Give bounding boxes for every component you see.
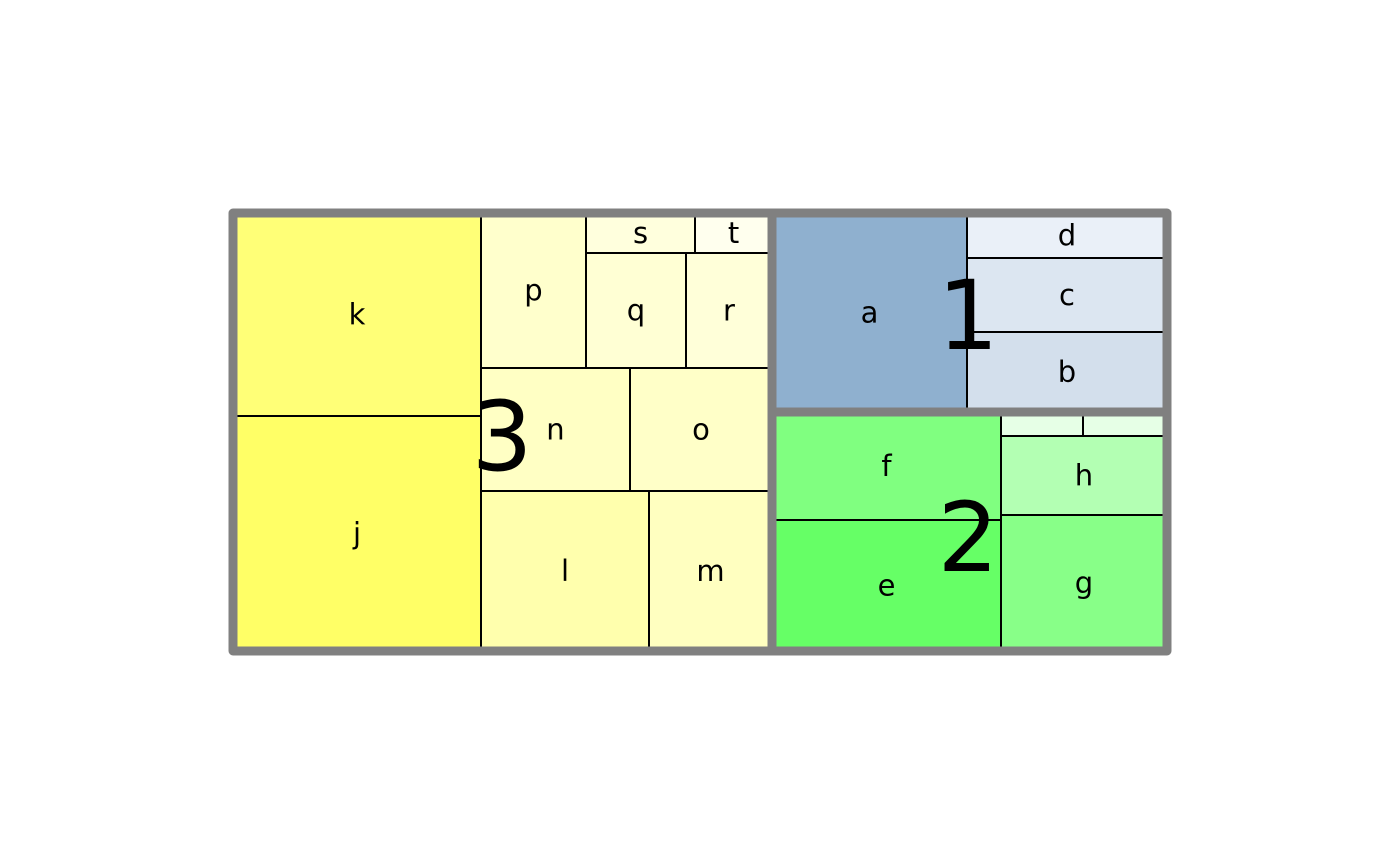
treemap-leaf-q — [585, 252, 687, 369]
treemap-group-borders — [228, 208, 1172, 656]
treemap-group-labels: 3 1 2 — [471, 260, 998, 594]
treemap-group-border-2 — [767, 407, 1172, 656]
treemap-leaf-label-d: d — [1058, 219, 1076, 253]
treemap-leaf-label-r: r — [723, 294, 735, 328]
treemap-leaf-label-q: q — [627, 294, 645, 328]
treemap-leaf-j — [232, 415, 482, 652]
treemap-leaf-c — [966, 257, 1168, 333]
treemap-leaf-label-p: p — [524, 274, 542, 308]
treemap-leaf-g — [1000, 514, 1168, 652]
treemap-group-label-2: 2 — [937, 482, 998, 594]
treemap-leaf-label-h: h — [1075, 459, 1093, 493]
treemap-leaf-label-n: n — [546, 413, 564, 447]
treemap-leaf-k — [232, 212, 482, 417]
treemap-leaf-a — [771, 212, 968, 413]
treemap-leaf-label-j: j — [352, 517, 361, 551]
treemap-leaf-e — [771, 519, 1002, 652]
treemap-leaf-label-t: t — [728, 216, 739, 250]
treemap-group-label-1: 1 — [937, 260, 998, 372]
treemap-leaf-label-b: b — [1058, 355, 1076, 389]
treemap-leaf-label-o: o — [692, 413, 710, 447]
treemap-leaf-label-a: a — [861, 296, 879, 330]
treemap-leaf-label-m: m — [696, 554, 724, 588]
treemap-leaf-n — [480, 367, 631, 492]
treemap-leaf-label-c: c — [1059, 278, 1075, 312]
treemap-leaf-label-k: k — [349, 298, 366, 332]
treemap-leaf-label-e: e — [878, 569, 896, 603]
treemap-leaf-label-f: f — [881, 449, 892, 483]
treemap-leaf-label-s: s — [633, 216, 648, 250]
treemap-group-label-3: 3 — [471, 381, 532, 493]
treemap-leaf-label-l: l — [561, 554, 569, 588]
treemap-leaf-label-g: g — [1075, 566, 1093, 600]
treemap-leaves: k j p s t q r n o l m a dc b f e h g — [232, 212, 1168, 652]
treemap-leaf-h — [1000, 435, 1168, 516]
treemap-leaf-l — [480, 490, 650, 652]
